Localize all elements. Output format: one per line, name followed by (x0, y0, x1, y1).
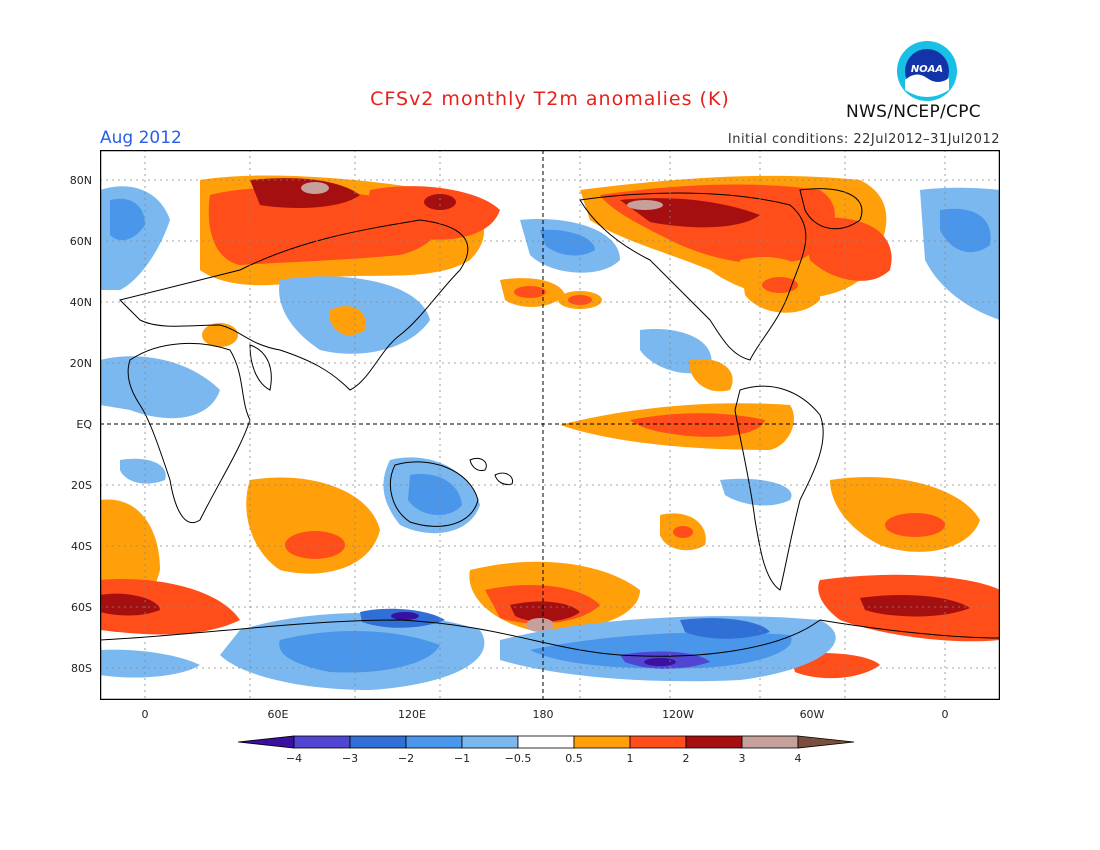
noaa-logo-text: NOAA (911, 64, 943, 75)
reference-lines (100, 150, 1000, 700)
colorbar-label: −0.5 (504, 752, 532, 765)
noaa-logo: NOAA (897, 41, 957, 101)
colorbar-swatch (517, 735, 575, 749)
anomaly-shading (100, 175, 1000, 690)
colorbar-swatch (741, 735, 799, 749)
colorbar-swatch (349, 735, 407, 749)
colorbar (238, 735, 855, 749)
lat-label: 40S (71, 540, 92, 553)
colorbar-swatch (685, 735, 743, 749)
colorbar-swatch (573, 735, 631, 749)
lat-label: 60S (71, 601, 92, 614)
colorbar-label: −2 (397, 752, 415, 765)
lat-label: 20S (71, 479, 92, 492)
lat-label: 80S (71, 662, 92, 675)
forecast-month: Aug 2012 (100, 128, 182, 148)
colorbar-label: −1 (453, 752, 471, 765)
lat-label: EQ (76, 418, 92, 431)
colorbar-swatch (293, 735, 351, 749)
colorbar-swatch (461, 735, 519, 749)
lon-label: 0 (141, 708, 149, 721)
lon-label: 180 (532, 708, 554, 721)
anomaly-map (100, 150, 1000, 700)
colorbar-label: 3 (738, 752, 746, 765)
lat-label: 60N (69, 235, 92, 248)
colorbar-arrow-max (797, 735, 855, 749)
colorbar-label: 1 (626, 752, 634, 765)
lon-label: 120E (398, 708, 426, 721)
lat-label: 20N (69, 357, 92, 370)
map-title: CFSv2 monthly T2m anomalies (K) (370, 88, 730, 110)
lon-label: 120W (662, 708, 694, 721)
lon-label: 60W (799, 708, 825, 721)
colorbar-label: −4 (285, 752, 303, 765)
lat-label: 40N (69, 296, 92, 309)
graticule (100, 150, 1000, 700)
colorbar-label: 2 (682, 752, 690, 765)
colorbar-label: 4 (794, 752, 802, 765)
lon-label: 60E (267, 708, 289, 721)
initial-conditions: Initial conditions: 22Jul2012–31Jul2012 (727, 132, 1000, 147)
colorbar-swatch (629, 735, 687, 749)
colorbar-label: 0.5 (565, 752, 583, 765)
lon-label: 0 (941, 708, 949, 721)
colorbar-label: −3 (341, 752, 359, 765)
colorbar-arrow-min (238, 735, 295, 749)
coastlines (100, 188, 1000, 657)
lat-label: 80N (69, 174, 92, 187)
map-frame (100, 150, 1000, 700)
colorbar-swatch (405, 735, 463, 749)
agency-label: NWS/NCEP/CPC (846, 102, 981, 122)
